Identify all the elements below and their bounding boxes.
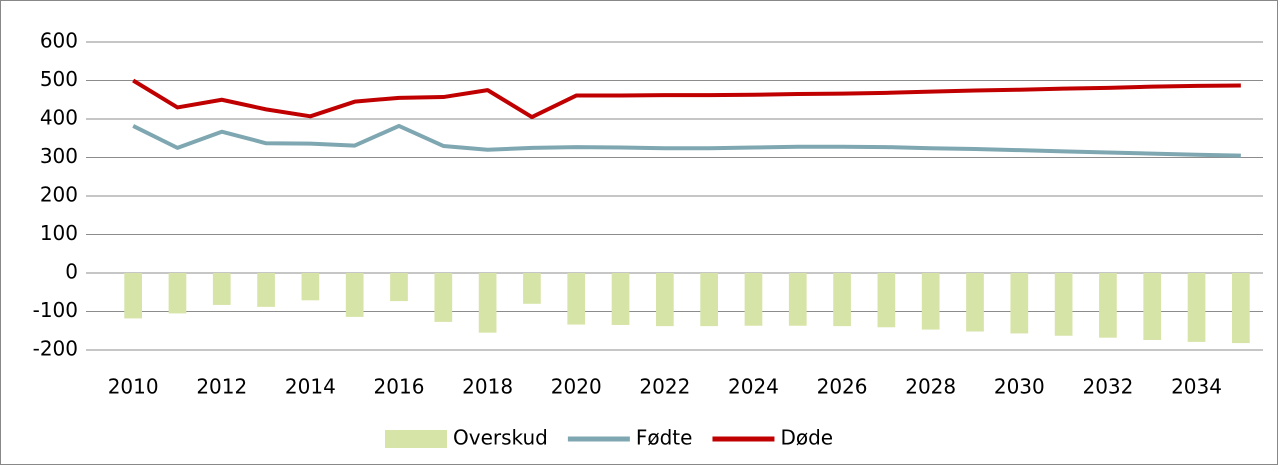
- line: [132, 78, 1241, 120]
- y-tick-label: 600: [40, 29, 78, 53]
- bar: [390, 273, 408, 302]
- bar: [788, 273, 807, 326]
- bar: [124, 273, 143, 319]
- legend-swatch: [385, 430, 447, 448]
- y-tick-label: 300: [40, 144, 78, 168]
- x-tick-label: 2014: [285, 375, 336, 399]
- x-tick-label: 2030: [994, 375, 1045, 399]
- bar: [345, 273, 364, 317]
- bar: [434, 273, 453, 322]
- legend-label: Døde: [780, 426, 833, 450]
- bar: [301, 273, 320, 301]
- bar: [921, 273, 940, 330]
- x-tick-label: 2032: [1082, 375, 1133, 399]
- line: [132, 123, 1241, 158]
- bar: [523, 273, 541, 304]
- y-tick-label: 500: [40, 67, 78, 91]
- x-tick-label: 2012: [196, 375, 247, 399]
- bar: [1187, 273, 1206, 342]
- x-tick-label: 2024: [728, 375, 779, 399]
- bar: [478, 273, 497, 333]
- bar: [966, 273, 984, 332]
- bar: [567, 273, 586, 325]
- x-tick-label: 2026: [817, 375, 868, 399]
- x-tick-label: 2022: [639, 375, 690, 399]
- legend-label: Overskud: [453, 426, 548, 450]
- y-tick-label: 0: [65, 260, 78, 284]
- bar: [877, 273, 896, 328]
- y-tick-label: -200: [33, 337, 78, 361]
- bar: [1010, 273, 1029, 334]
- bar: [1054, 273, 1073, 336]
- bar: [257, 273, 275, 307]
- x-tick-label: 2034: [1171, 375, 1222, 399]
- bar: [1231, 273, 1250, 344]
- x-tick-label: 2020: [551, 375, 602, 399]
- bar: [611, 273, 630, 325]
- bar: [212, 273, 231, 305]
- y-tick-label: 200: [40, 183, 78, 207]
- x-tick-label: 2028: [905, 375, 956, 399]
- legend-label: Fødte: [636, 426, 693, 450]
- bar: [168, 273, 187, 314]
- y-tick-label: 100: [40, 221, 78, 245]
- bar: [744, 273, 763, 326]
- y-tick-label: 400: [40, 106, 78, 130]
- x-tick-label: 2018: [462, 375, 513, 399]
- bar: [1143, 273, 1162, 340]
- bar: [833, 273, 851, 327]
- bar: [655, 273, 674, 327]
- bar: [700, 273, 719, 327]
- bar: [1099, 273, 1117, 338]
- y-tick-label: -100: [33, 298, 78, 322]
- x-tick-label: 2016: [374, 375, 425, 399]
- x-tick-label: 2010: [108, 375, 159, 399]
